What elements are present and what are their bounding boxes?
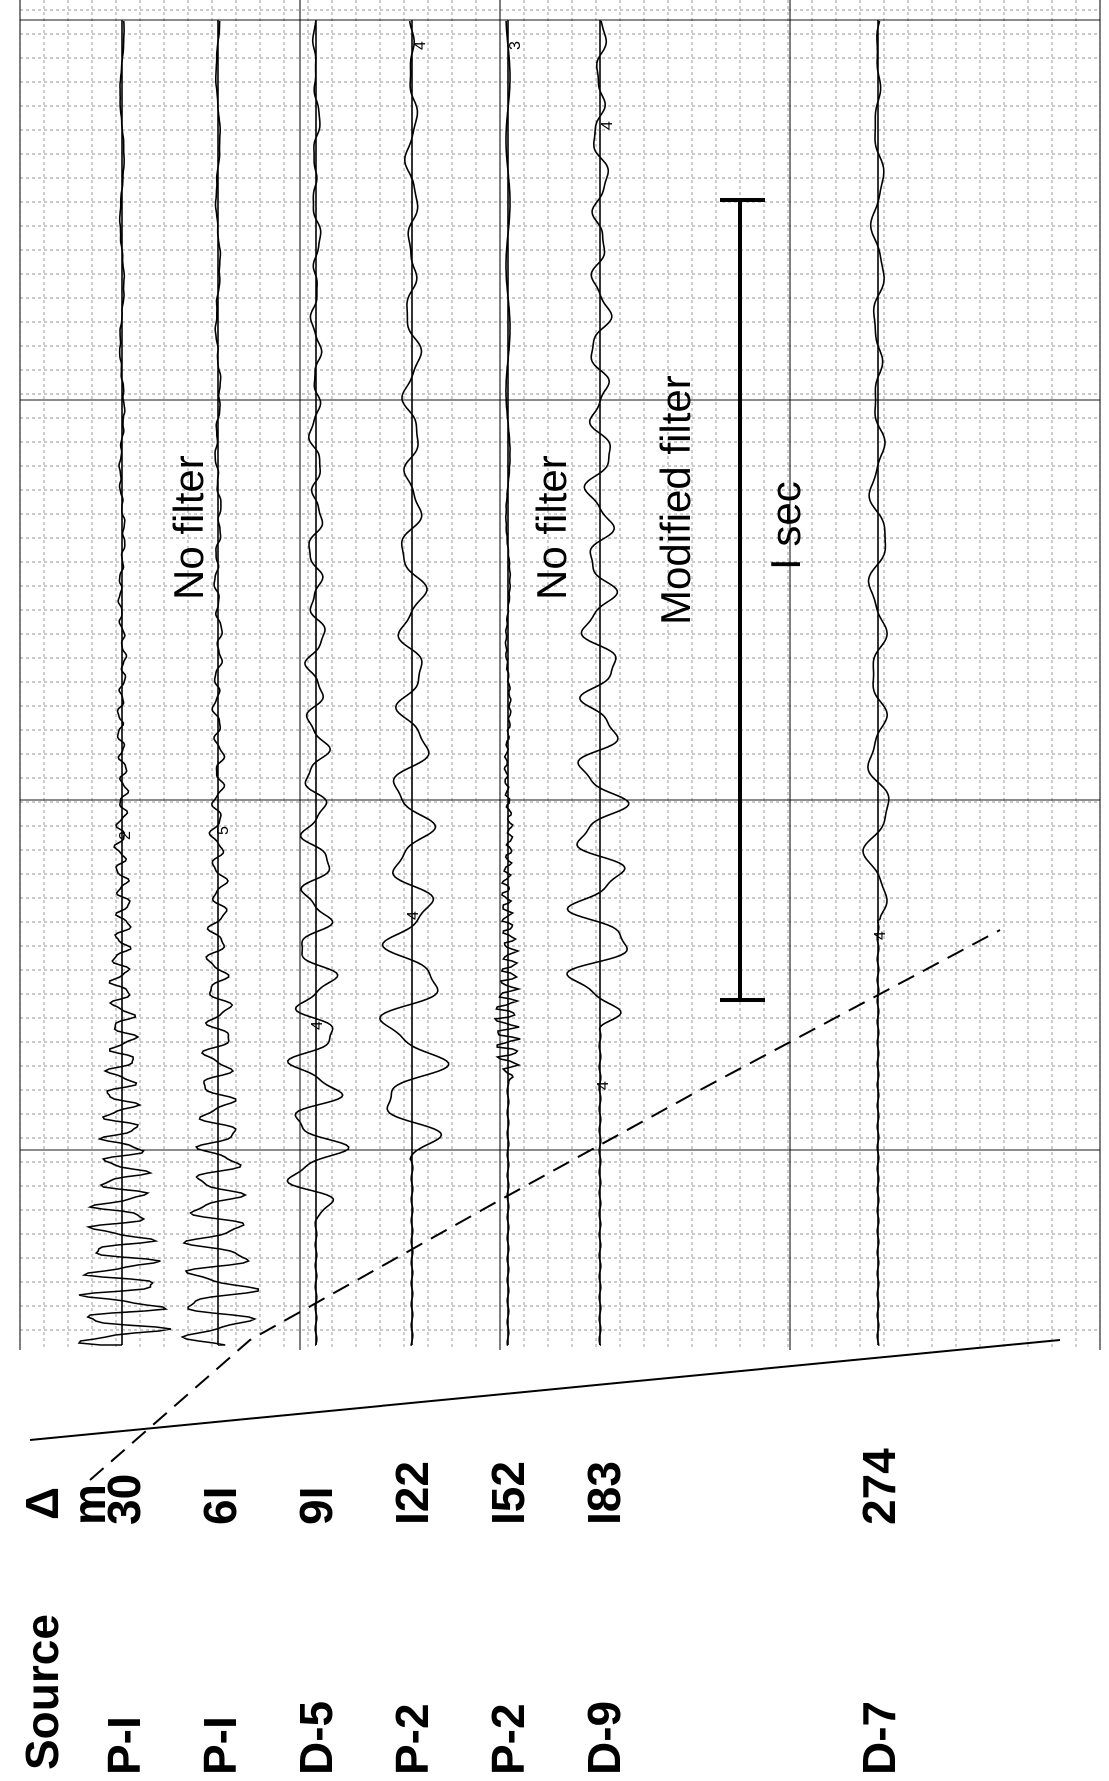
second-arrival-line [89,929,1001,1481]
first-arrival-line [29,1339,1061,1441]
seismic-trace [180,20,260,1346]
trace-mark: 4 [309,1021,326,1030]
seismic-trace [862,20,890,1346]
header-source: Source [16,1614,68,1770]
header-unit: m [63,1484,115,1525]
source-label: D-5 [290,1701,342,1775]
seismic-trace [286,20,350,1346]
distance-label: 9I [290,1487,342,1525]
source-label: D-7 [853,1701,905,1775]
trace-mark: 4 [412,41,429,50]
distance-label: 274 [853,1448,905,1525]
trace-mark: 3 [507,41,524,50]
source-label: P-2 [482,1703,534,1775]
trace-mark: 5 [215,826,232,835]
source-label: P-I [194,1716,246,1775]
trace-mark: 4 [872,931,889,940]
row-labels: P-I 30 P-I 6I D-5 9I P-2 I22 P-2 I52 D-9… [98,1448,905,1775]
no-filter-note: No filter [165,455,212,600]
distance-label: 6I [194,1487,246,1525]
trace-mark: 4 [599,121,616,130]
header-delta: Δ [16,1487,68,1520]
trace-marks: 2 5 4 4 4 4 3 4 4 [117,41,889,1090]
distance-label: 30 [98,1474,150,1525]
seismic-trace [493,20,522,1346]
distance-label: I52 [482,1461,534,1525]
seismic-trace [379,20,450,1346]
seismic-trace [77,20,172,1346]
chart-paper-grid [19,0,1101,1350]
distance-label: I83 [578,1461,630,1525]
trace-group [77,20,890,1346]
source-label: P-2 [386,1703,438,1775]
distance-label: I22 [386,1461,438,1525]
trace-mark: 2 [117,831,134,840]
source-label: P-I [98,1716,150,1775]
no-filter-note: No filter [528,455,575,600]
time-scale-bar [720,198,765,1002]
source-label: D-9 [578,1701,630,1775]
seismic-trace [566,20,630,1346]
axis-header: Source Δ m [16,1484,115,1770]
time-scale-label: I sec [762,481,809,570]
trace-mark: 4 [595,1081,612,1090]
modified-filter-note: Modified filter [652,375,699,625]
trace-mark: 4 [405,911,422,920]
